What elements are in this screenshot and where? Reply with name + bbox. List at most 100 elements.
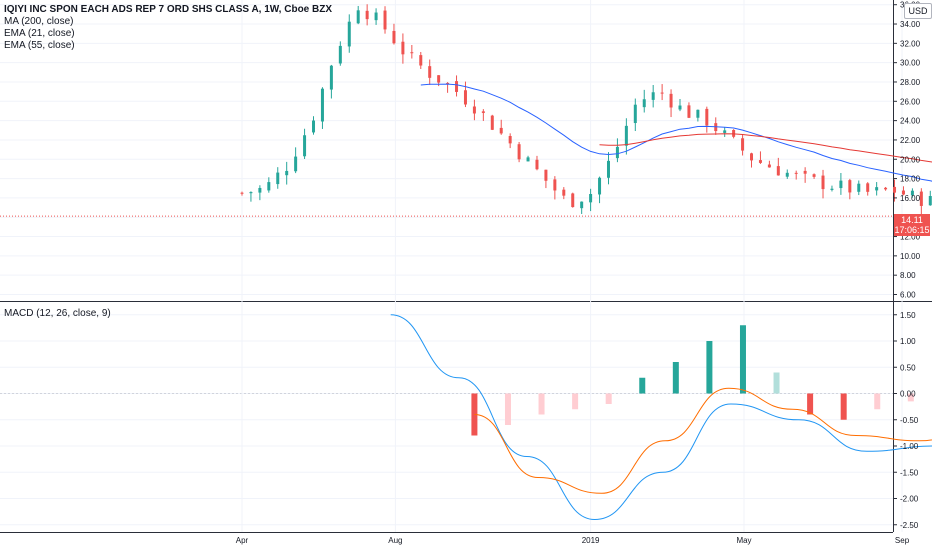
macd-histogram-bar [739, 325, 746, 394]
candle-body [383, 10, 387, 30]
candle-body [830, 188, 834, 190]
candle-body [776, 166, 780, 176]
last-price-value: 14.11 [901, 215, 923, 225]
macd-pane-bg [0, 302, 893, 532]
macd-line [390, 314, 932, 521]
candle-body [580, 201, 584, 209]
candle-body [866, 183, 870, 192]
legend-ema21[interactable]: EMA (21, close) [4, 28, 75, 39]
candle-body [901, 190, 905, 195]
candle-body [928, 196, 932, 206]
macd-tick-label: 0.00 [900, 390, 916, 399]
price-tick-label: 34.00 [900, 20, 921, 29]
macd-histogram-bar [874, 393, 881, 410]
macd-histogram-bar [672, 362, 679, 394]
candle-body [794, 172, 798, 174]
candle-body [642, 99, 646, 108]
macd-tick-label: -2.50 [900, 521, 919, 530]
candle-body [240, 192, 244, 194]
macd-tick-label: -1.00 [900, 442, 919, 451]
macd-histogram-bar [773, 372, 780, 394]
candle-body [589, 194, 593, 203]
candle-body [329, 65, 333, 90]
legend-ema55[interactable]: EMA (55, close) [4, 40, 75, 51]
candle-body [875, 187, 879, 191]
macd-tick-label: -1.50 [900, 468, 919, 477]
chart-grid [0, 0, 932, 533]
candle-body [508, 136, 512, 144]
price-candles [240, 4, 932, 216]
candle-body [562, 189, 566, 196]
candle-body [660, 92, 664, 94]
candle-body [723, 130, 727, 133]
candle-body [696, 109, 700, 118]
price-tick-label: 20.00 [900, 155, 921, 164]
candle-body [884, 187, 888, 190]
candle-body [526, 157, 530, 162]
candle-body [481, 111, 485, 113]
macd-tick-label: 0.50 [900, 363, 916, 372]
ema55-line [599, 133, 932, 163]
price-tick-label: 22.00 [900, 136, 921, 145]
candle-body [893, 186, 897, 193]
macd-histogram-bar [807, 393, 814, 415]
candle-body [303, 135, 307, 157]
candle-body [687, 105, 691, 118]
candle-body [392, 30, 396, 44]
macd-tick-label: 1.00 [900, 337, 916, 346]
candle-body [258, 187, 262, 193]
candle-body [785, 172, 789, 177]
price-tick-label: 6.00 [900, 291, 916, 300]
price-tick-label: 28.00 [900, 78, 921, 87]
price-tick-label: 32.00 [900, 39, 921, 48]
moving-average-lines [0, 83, 932, 217]
time-axis[interactable]: AprAug2019MaySep2020MaySep2021MaySep2022 [236, 536, 932, 545]
macd-tick-label: -2.00 [900, 495, 919, 504]
macd-histogram-bar [706, 341, 713, 394]
candle-body [312, 120, 316, 133]
candle-body [249, 192, 253, 194]
macd-pane [390, 314, 932, 521]
time-tick-label: May [736, 536, 751, 545]
candle-body [455, 81, 459, 92]
candle-body [606, 160, 610, 178]
candle-body [598, 177, 602, 195]
candle-body [437, 75, 441, 83]
macd-tick-label: -0.50 [900, 416, 919, 425]
candle-body [571, 193, 575, 208]
signal-line [474, 387, 932, 494]
candle-body [419, 55, 423, 66]
candle-body [919, 191, 923, 206]
symbol-title[interactable]: IQIYI INC SPON EACH ADS REP 7 ORD SHS CL… [4, 4, 333, 15]
price-axis[interactable]: 36.0034.0032.0030.0028.0026.0024.0022.00… [893, 1, 921, 530]
bar-countdown: 17:06:15 [894, 225, 930, 235]
price-tick-label: 24.00 [900, 117, 921, 126]
candle-body [356, 10, 360, 24]
candle-body [294, 156, 298, 172]
candle-body [553, 179, 557, 191]
candle-body [821, 175, 825, 190]
candle-body [705, 108, 709, 126]
candle-body [285, 170, 289, 176]
price-tick-label: 12.00 [900, 233, 921, 242]
candle-body [338, 45, 342, 64]
candle-body [267, 182, 271, 191]
time-tick-label: Apr [236, 536, 249, 545]
candle-body [758, 160, 762, 163]
candle-body [472, 106, 476, 114]
ema21-line [420, 83, 932, 182]
candle-body [615, 146, 619, 159]
currency-badge[interactable]: USD [904, 3, 932, 19]
macd-tick-label: 1.50 [900, 311, 916, 320]
price-tick-label: 26.00 [900, 97, 921, 106]
candle-body [463, 90, 467, 105]
macd-legend[interactable]: MACD (12, 26, close, 9) [4, 308, 111, 319]
last-price-tag: 14.11 17:06:15 [894, 214, 930, 236]
candle-body [857, 183, 861, 192]
candle-body [669, 93, 673, 108]
candle-body [490, 115, 494, 130]
candle-body [633, 104, 637, 124]
candle-body [347, 21, 351, 47]
legend-ma200[interactable]: MA (200, close) [4, 16, 74, 27]
